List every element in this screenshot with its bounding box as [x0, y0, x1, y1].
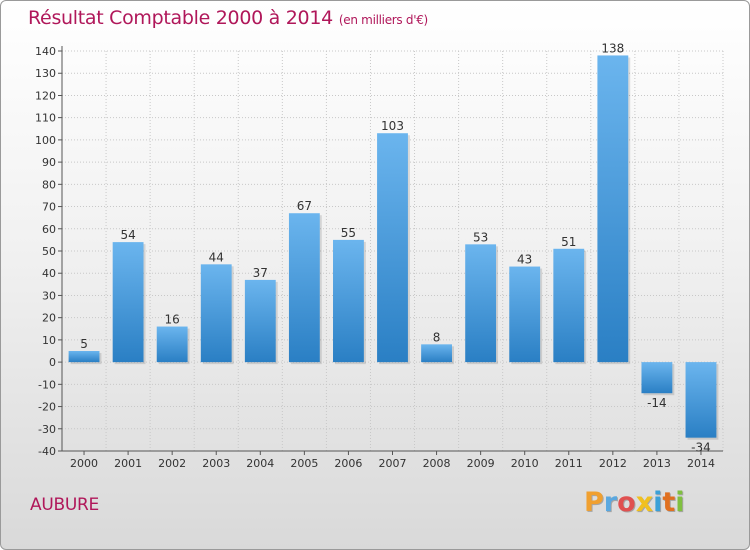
x-tick-label: 2010 [511, 457, 539, 470]
y-tick-label: -40 [38, 445, 56, 458]
bar [597, 55, 629, 363]
logo-letter: i [653, 487, 663, 518]
y-tick-label: 20 [42, 312, 56, 325]
x-tick-label: 2002 [158, 457, 186, 470]
x-tick-label: 2009 [467, 457, 495, 470]
x-tick-label: 2013 [643, 457, 671, 470]
data-label: 138 [601, 41, 624, 55]
bar [244, 279, 276, 363]
bar [553, 248, 585, 363]
logo-letter: P [584, 487, 604, 518]
x-tick-label: 2003 [202, 457, 230, 470]
data-label: 54 [120, 228, 135, 242]
chart-title-text: Résultat Comptable 2000 à 2014 [28, 7, 333, 29]
y-tick-label: 10 [42, 334, 56, 347]
y-tick-label: -10 [38, 378, 56, 391]
data-label: 8 [433, 330, 441, 344]
chart-subtitle: (en milliers d'€) [338, 13, 428, 27]
chart-title: Résultat Comptable 2000 à 2014 (en millie… [28, 7, 428, 29]
y-tick-label: -30 [38, 423, 56, 436]
commune-name: AUBURE [30, 495, 99, 515]
x-tick-label: 2011 [555, 457, 583, 470]
logo-letter: x [635, 487, 654, 518]
y-tick-label: 100 [35, 134, 56, 147]
y-tick-label: 90 [42, 156, 56, 169]
y-tick-label: 70 [42, 201, 56, 214]
x-tick-label: 2000 [70, 457, 98, 470]
data-label: 53 [473, 230, 488, 244]
bar [377, 133, 408, 363]
bar [641, 362, 673, 394]
bar [112, 242, 144, 363]
y-tick-label: 30 [42, 289, 56, 302]
bar [200, 264, 232, 363]
y-tick-label: 120 [35, 89, 56, 102]
x-tick-label: 2014 [687, 457, 715, 470]
logo-letter: r [603, 487, 618, 518]
data-label: 5 [80, 337, 88, 351]
bar [333, 239, 364, 363]
bar [421, 344, 452, 363]
y-tick-label: 40 [42, 267, 56, 280]
logo-letter: t [662, 487, 676, 518]
data-label: -34 [691, 441, 711, 455]
y-tick-label: -20 [38, 401, 56, 414]
y-tick-label: 110 [35, 112, 56, 125]
x-tick-label: 2006 [334, 457, 362, 470]
bar [465, 244, 497, 363]
data-label: 51 [561, 235, 576, 249]
y-tick-label: 60 [42, 223, 56, 236]
data-label: 55 [341, 226, 356, 240]
logo-letter: i [675, 487, 685, 518]
x-tick-label: 2005 [290, 457, 318, 470]
proxiti-logo: Proxiti [584, 487, 685, 518]
y-tick-label: 80 [42, 178, 56, 191]
data-label: 103 [381, 119, 404, 133]
y-tick-label: 0 [49, 356, 56, 369]
x-tick-label: 2004 [246, 457, 274, 470]
logo-letter: o [617, 487, 636, 518]
data-label: 43 [517, 253, 532, 267]
y-tick-label: 130 [35, 67, 56, 80]
y-tick-label: 140 [35, 45, 56, 58]
bar [685, 362, 717, 438]
y-tick-label: 50 [42, 245, 56, 258]
x-tick-label: 2001 [114, 457, 142, 470]
bar [288, 213, 320, 363]
bar [68, 351, 100, 363]
data-label: -14 [647, 396, 667, 410]
data-label: 44 [209, 250, 224, 264]
data-label: 37 [253, 266, 268, 280]
x-tick-label: 2012 [599, 457, 627, 470]
data-label: 16 [165, 313, 180, 327]
bar [509, 266, 541, 363]
x-tick-label: 2007 [379, 457, 407, 470]
x-tick-label: 2008 [423, 457, 451, 470]
bar [156, 326, 188, 363]
data-label: 67 [297, 199, 312, 213]
